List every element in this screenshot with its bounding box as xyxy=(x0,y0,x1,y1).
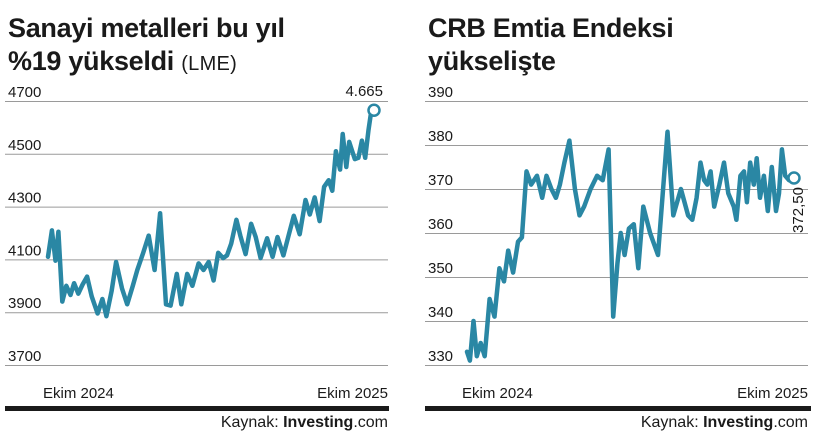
last-value-label: 4.665 xyxy=(345,83,383,100)
chart-title-line1: CRB Emtia Endeksi xyxy=(428,13,674,43)
last-value-marker xyxy=(367,103,381,117)
last-value-label: 372,50 xyxy=(790,187,807,233)
chart-title-line2: %19 yükseldi xyxy=(8,46,174,76)
y-tick-label: 4700 xyxy=(8,84,41,101)
y-tick-label: 330 xyxy=(428,348,453,365)
chart-subtitle: (LME) xyxy=(181,53,238,75)
y-tick-label: 3900 xyxy=(8,295,41,312)
source-brand: Investing xyxy=(703,414,774,431)
y-tick-label: 4100 xyxy=(8,242,41,259)
source-prefix: Kaynak: xyxy=(220,414,284,431)
x-tick-label: Ekim 2024 xyxy=(462,385,533,402)
chart-title-line2: yükselişte xyxy=(428,46,556,76)
line-chart-crb: 330 340 350 360 370 380 390 Ekim 2024 Ekim 2025 3… xyxy=(425,84,808,402)
last-value-marker xyxy=(787,171,801,185)
y-tick-label: 4300 xyxy=(8,190,41,207)
source-note: Kaynak: Investing.com xyxy=(641,414,808,432)
source-suffix: .com xyxy=(773,414,808,431)
source-prefix: Kaynak: xyxy=(640,414,704,431)
chart-panel-lme: Sanayi metalleri bu yıl %19 yükseldi (LM… xyxy=(0,0,400,442)
x-tick-label: Ekim 2024 xyxy=(43,385,114,402)
chart-title: CRB Emtia Endeksi yükselişte xyxy=(428,12,674,78)
y-tick-label: 380 xyxy=(428,128,453,145)
y-tick-label: 360 xyxy=(428,216,453,233)
series-line xyxy=(45,107,377,319)
chart-title: Sanayi metalleri bu yıl %19 yükseldi (LM… xyxy=(8,12,285,81)
x-axis-baseline xyxy=(425,406,811,411)
x-tick-label: Ekim 2025 xyxy=(317,385,388,402)
y-tick-label: 350 xyxy=(428,260,453,277)
series-line xyxy=(464,129,797,363)
x-tick-label: Ekim 2025 xyxy=(737,385,808,402)
y-tick-label: 370 xyxy=(428,172,453,189)
chart-panel-crb: CRB Emtia Endeksi yükselişte 330 340 350 36… xyxy=(420,0,822,442)
line-chart-lme: 3700 3900 4100 4300 4500 4700 Ekim 2024 Ekim 20… xyxy=(5,83,388,402)
source-brand: Investing xyxy=(283,414,354,431)
y-tick-label: 390 xyxy=(428,84,453,101)
x-axis-baseline xyxy=(5,406,389,411)
source-suffix: .com xyxy=(353,414,388,431)
y-tick-label: 4500 xyxy=(8,137,41,154)
chart-title-line1: Sanayi metalleri bu yıl xyxy=(8,13,285,43)
y-tick-label: 3700 xyxy=(8,348,41,365)
y-tick-label: 340 xyxy=(428,304,453,321)
source-note: Kaynak: Investing.com xyxy=(221,414,388,432)
